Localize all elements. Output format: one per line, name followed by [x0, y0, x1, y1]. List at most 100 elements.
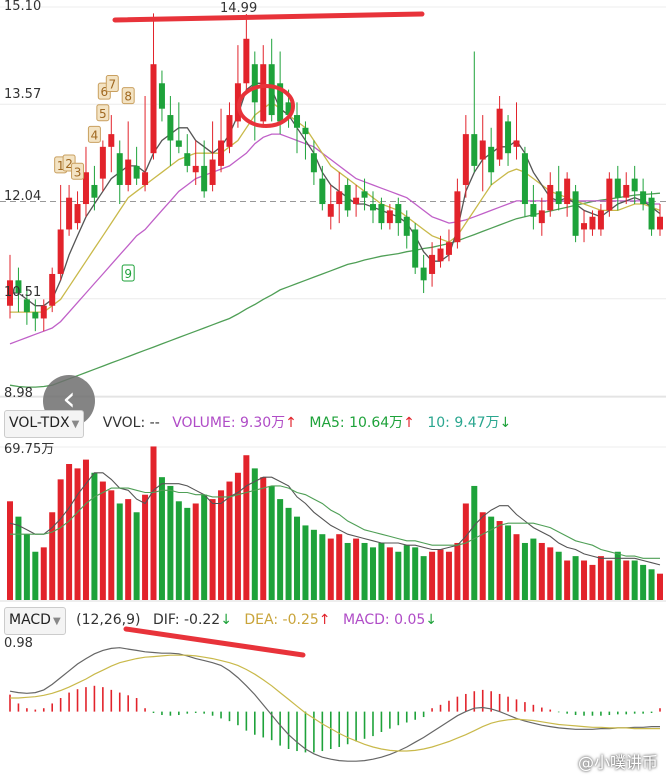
volume-bar — [369, 547, 376, 600]
vvol-value: VVOL: -- — [102, 415, 160, 431]
volume-bar — [614, 551, 621, 600]
candle-body — [445, 242, 452, 255]
candle-body — [167, 115, 174, 141]
volume-bar — [521, 542, 528, 600]
volume-bar — [260, 477, 267, 600]
volume-bar — [336, 534, 343, 600]
candle-body — [555, 191, 562, 205]
candle-body — [49, 273, 56, 306]
volume-bar — [91, 472, 98, 600]
candle-body — [327, 204, 334, 217]
volume-bar — [234, 472, 241, 600]
volume-bar — [572, 556, 579, 600]
volume-bar — [420, 556, 427, 600]
nine-turn-label: 9 — [121, 264, 135, 282]
price-axis-label-3: 12.04 — [4, 189, 42, 204]
volume-bar — [462, 503, 469, 600]
volume-bar — [505, 525, 512, 600]
candle-body — [175, 140, 182, 147]
candle-body — [581, 223, 588, 230]
ma5-value-group: MA5: 10.64万↑ — [309, 411, 415, 435]
volume-bar — [319, 534, 326, 600]
candle-body — [116, 153, 123, 185]
candle-body — [353, 197, 360, 205]
candle-body — [530, 204, 537, 217]
candle-body — [99, 146, 106, 179]
nine-turn-label-box — [96, 104, 110, 122]
volume-bar — [657, 573, 663, 600]
volume-bar — [513, 534, 520, 600]
dif-value: DIF: -0.22 — [152, 612, 221, 628]
dif-arrow: ↓ — [220, 612, 232, 628]
volume-axis-max: 69.75万 — [4, 442, 55, 457]
volume-bar — [564, 560, 571, 600]
candle-body — [285, 102, 292, 116]
volume-bar — [479, 512, 486, 600]
candle-body — [640, 191, 647, 205]
volume-bar — [108, 490, 115, 600]
macd-indicator-selector[interactable]: MACD ▼ — [4, 607, 66, 635]
volume-bar — [15, 516, 22, 600]
ma10-arrow: ↓ — [499, 415, 512, 431]
ma10-value: 10: 9.47万 — [427, 415, 500, 431]
volume-bar — [99, 481, 106, 600]
nine-turn-label-text: 3 — [74, 165, 82, 179]
candle-body — [243, 38, 250, 84]
nine-turn-label-text: 8 — [124, 90, 132, 104]
candle-body — [521, 153, 528, 205]
volume-bar — [555, 551, 562, 600]
candle-body — [57, 229, 64, 274]
volume-indicator-selector[interactable]: VOL-TDX ▼ — [4, 410, 85, 438]
candle-body — [513, 140, 520, 147]
volume-header: VOL-TDX ▼ VVOL: -- VOLUME: 9.30万↑ MA5: 10… — [0, 410, 666, 438]
candle-body — [471, 134, 478, 166]
volume-bar — [57, 479, 64, 600]
volume-ma10-line — [10, 485, 660, 559]
volume-bar — [597, 556, 604, 600]
volume-bar — [648, 569, 655, 600]
dea-value: DEA: -0.25 — [244, 612, 319, 628]
nine-turn-label-text: 4 — [91, 128, 99, 142]
volume-panel — [0, 446, 666, 602]
volume-bar — [192, 503, 199, 600]
volume-bar — [361, 542, 368, 600]
volume-bar — [631, 560, 638, 600]
dea-arrow: ↑ — [318, 612, 331, 628]
volume-bar — [277, 499, 284, 600]
macd-header: MACD ▼ (12,26,9) DIF: -0.22↓ DEA: -0.25↑ … — [0, 607, 666, 635]
volume-bar — [125, 499, 132, 600]
candle-body — [150, 64, 157, 154]
candle-body — [192, 165, 199, 173]
volume-bar — [74, 468, 81, 600]
volume-value-group: VOLUME: 9.30万↑ — [172, 411, 297, 435]
volume-bar — [429, 551, 436, 600]
volume-bar — [40, 547, 47, 600]
candle-body — [547, 184, 554, 211]
nine-turn-label-box — [105, 75, 119, 93]
candle-body — [648, 197, 655, 230]
candle-body — [505, 121, 512, 154]
volume-bar — [606, 560, 613, 600]
candle-body — [15, 280, 22, 294]
volume-bar — [386, 547, 393, 600]
candle-body — [277, 83, 284, 122]
price-axis-label-2: 13.57 — [4, 87, 42, 102]
volume-bar — [327, 538, 334, 600]
candle-body — [66, 197, 73, 230]
candle-body — [74, 204, 81, 224]
volume-bar — [378, 542, 385, 600]
candle-body — [310, 153, 317, 173]
volume-bar — [294, 516, 301, 600]
nine-turn-label-text: 6 — [100, 85, 108, 99]
candle-body — [268, 64, 275, 116]
volume-bar — [23, 534, 30, 600]
macd-value: MACD: 0.05 — [342, 612, 426, 628]
price-axis-label-bottom: 8.98 — [4, 386, 33, 401]
candle-body — [479, 140, 486, 160]
nine-turn-label-box — [71, 162, 85, 180]
candle-body — [218, 140, 225, 166]
candle-body — [158, 83, 165, 109]
nine-turn-label-text: 7 — [108, 78, 116, 92]
candle-body — [606, 178, 613, 211]
